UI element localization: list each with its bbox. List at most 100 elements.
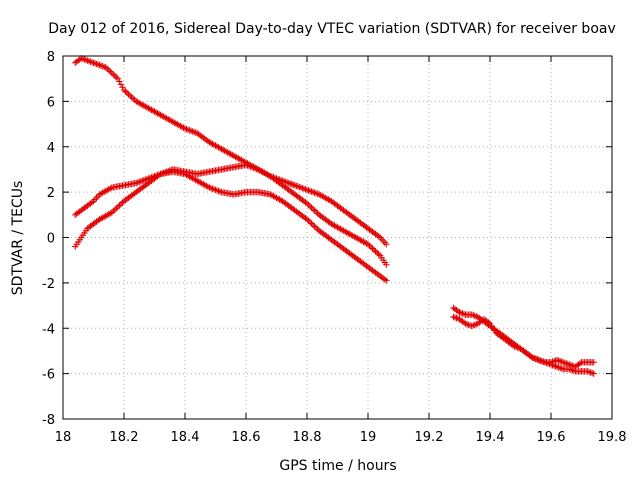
data-point <box>133 179 140 187</box>
data-point <box>93 194 100 201</box>
data-point <box>372 248 379 255</box>
data-point <box>381 276 388 283</box>
y-tick-label: 6 <box>47 95 55 110</box>
data-point <box>378 236 385 243</box>
data-point <box>139 177 146 184</box>
data-point <box>532 355 539 363</box>
data-point <box>250 164 257 171</box>
data-point <box>383 277 390 284</box>
data-point <box>244 162 251 169</box>
data-point <box>142 176 149 183</box>
data-point <box>585 368 593 376</box>
series-arc-2 <box>72 168 390 284</box>
data-point <box>529 354 536 361</box>
data-point <box>91 60 99 67</box>
data-point <box>108 69 115 77</box>
data-point <box>134 179 141 186</box>
data-point <box>116 202 123 209</box>
data-point <box>110 207 117 215</box>
data-point <box>473 313 480 320</box>
data-point <box>375 251 382 258</box>
data-point <box>166 167 173 174</box>
data-point <box>107 68 114 75</box>
data-point <box>367 243 375 251</box>
data-point <box>120 86 128 94</box>
axis-ticks: 18 18.2 18.4 18.6 18.8 19 19.2 19.4 19.6 19.8 8 6 4 2… <box>42 50 626 445</box>
data-point <box>537 357 544 364</box>
data-point <box>550 357 558 365</box>
data-point <box>88 199 96 206</box>
data-point <box>305 201 312 209</box>
data-point <box>113 74 120 81</box>
data-point <box>209 185 216 192</box>
data-point <box>190 128 198 136</box>
data-point <box>471 321 478 329</box>
data-point <box>473 321 480 328</box>
data-point <box>311 207 318 214</box>
data-point <box>552 363 559 370</box>
series-arc-3 <box>72 161 390 268</box>
data-point <box>110 71 117 78</box>
data-point <box>114 203 122 211</box>
data-point <box>180 124 187 131</box>
data-point <box>370 246 378 254</box>
data-point <box>465 321 472 329</box>
data-point <box>588 369 596 377</box>
data-point <box>128 93 135 101</box>
data-point <box>104 65 111 72</box>
y-tick-label: 4 <box>47 141 55 156</box>
data-point <box>296 183 303 191</box>
data-point <box>381 239 388 246</box>
series-arc-1 <box>72 55 390 248</box>
data-point <box>471 312 478 319</box>
y-tick-label: -4 <box>42 322 55 337</box>
data-point <box>302 186 309 193</box>
data-point <box>451 314 459 321</box>
data-point <box>311 223 318 230</box>
data-point <box>186 127 193 134</box>
data-point <box>97 62 105 69</box>
data-point <box>82 56 90 64</box>
data-point <box>456 309 463 316</box>
data-point <box>287 180 294 187</box>
data-point <box>294 183 302 190</box>
data-point <box>184 126 192 133</box>
data-point <box>85 57 93 65</box>
data-point <box>297 184 305 191</box>
data-point <box>123 89 131 97</box>
data-point <box>373 249 381 257</box>
data-point <box>453 314 460 322</box>
data-point <box>282 178 289 186</box>
y-tick-label: 8 <box>47 50 55 65</box>
x-tick-label: 18.2 <box>110 430 139 445</box>
data-point <box>512 343 520 351</box>
data-point <box>140 177 148 184</box>
data-point <box>122 88 129 95</box>
data-point <box>126 92 134 99</box>
data-point <box>309 205 317 213</box>
data-point <box>303 200 311 207</box>
data-point <box>312 208 320 216</box>
data-point <box>247 163 254 170</box>
data-point <box>90 59 97 67</box>
data-point <box>93 60 100 68</box>
data-point <box>566 361 573 368</box>
data-point <box>454 315 462 322</box>
y-tick-label: -6 <box>42 368 55 383</box>
data-point <box>549 358 556 365</box>
data-point <box>564 360 571 368</box>
data-point <box>288 180 295 188</box>
data-point <box>308 188 315 195</box>
data-point <box>470 312 477 319</box>
data-point <box>587 369 594 376</box>
data-point <box>161 169 169 176</box>
y-tick-label: 0 <box>47 232 55 247</box>
data-point <box>306 203 314 210</box>
data-point <box>129 95 137 102</box>
data-point <box>460 310 468 318</box>
data-point <box>206 184 213 191</box>
x-tick-label: 18.6 <box>232 430 261 445</box>
data-point <box>300 185 308 192</box>
data-point <box>108 209 115 216</box>
